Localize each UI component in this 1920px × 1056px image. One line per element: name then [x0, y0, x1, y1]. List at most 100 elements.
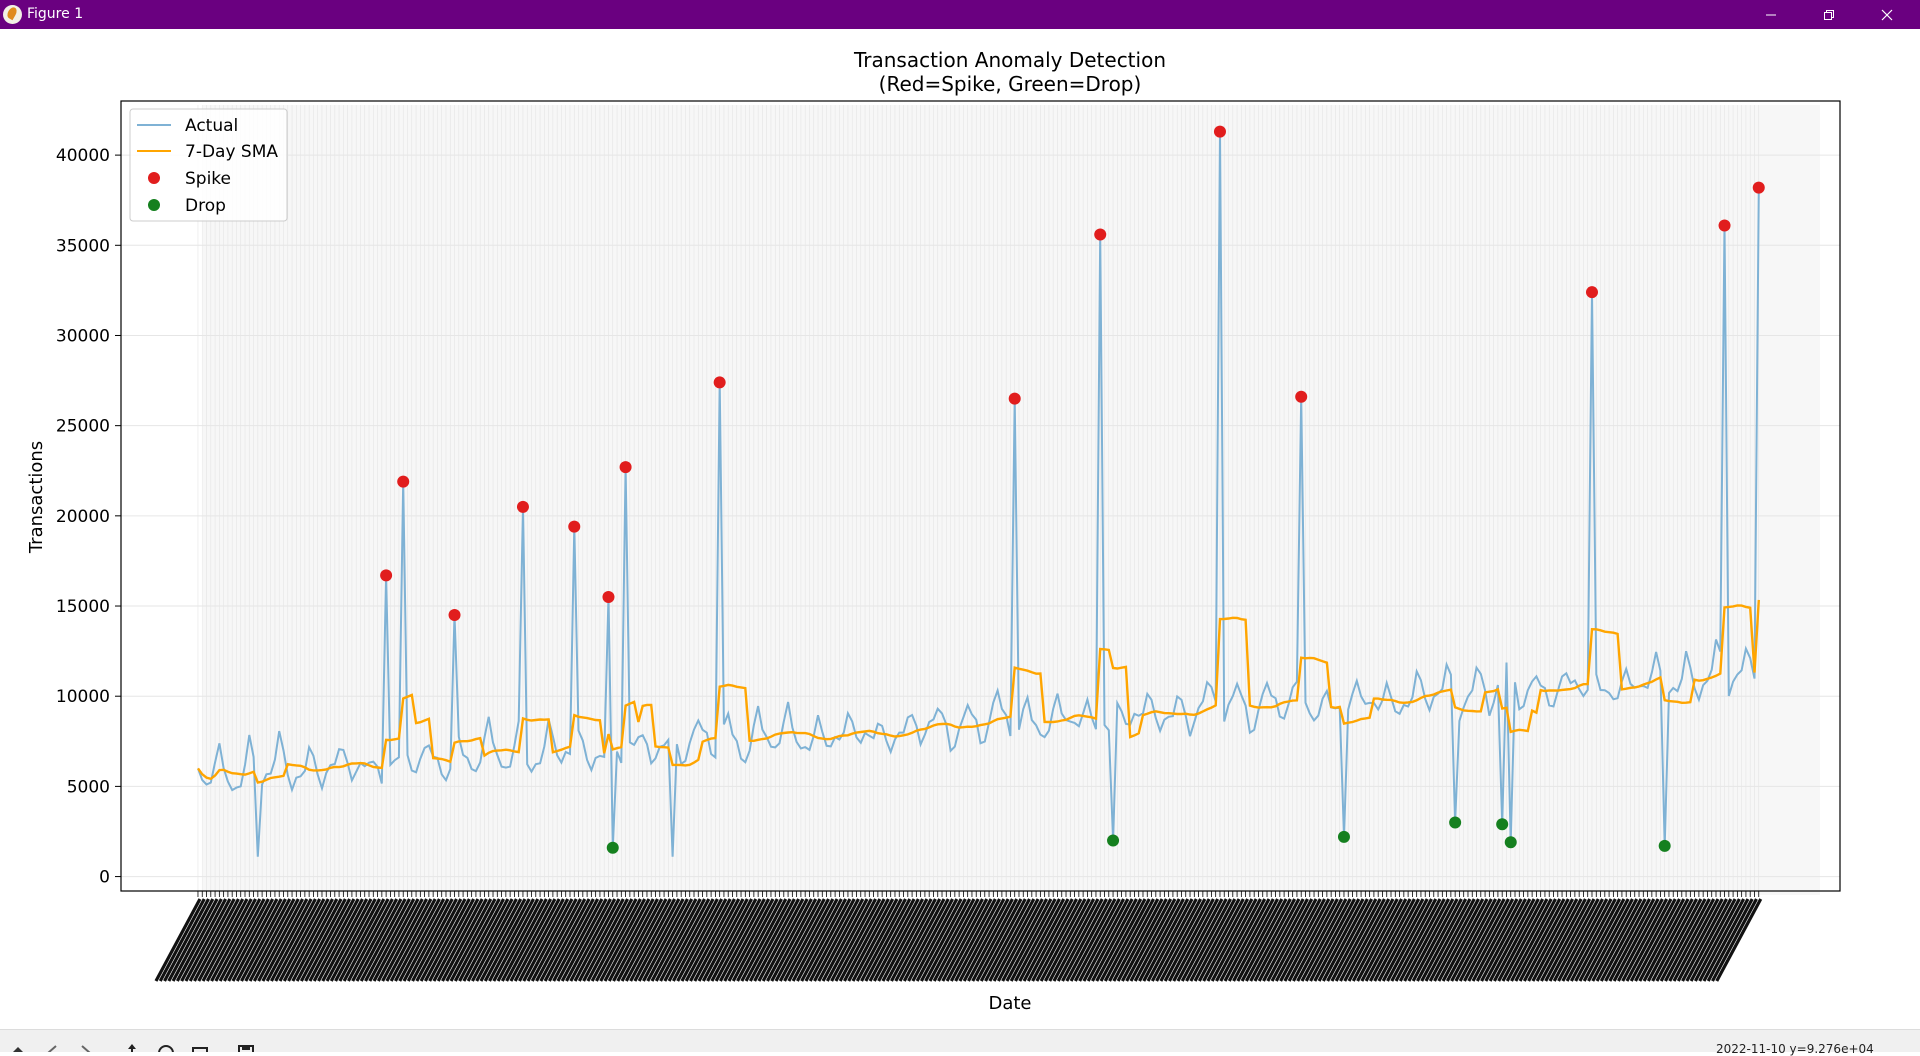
x-tick-label [1236, 898, 1284, 982]
x-tick-label [885, 898, 933, 982]
restore-button[interactable] [1800, 0, 1858, 29]
x-tick-label [171, 898, 219, 982]
x-tick-label [817, 898, 865, 982]
x-tick-label [1561, 898, 1609, 982]
x-tick-label [1616, 898, 1664, 982]
spike-point [380, 569, 393, 582]
x-tick-label [1309, 898, 1356, 982]
x-tick-label [1458, 898, 1506, 982]
x-tick-label [838, 898, 886, 982]
x-tick-label [1364, 898, 1412, 982]
actual-line-path [197, 131, 1760, 857]
legend-label-sma: 7-Day SMA [185, 142, 278, 162]
spike-point [448, 609, 461, 622]
x-tick-label [1591, 898, 1639, 982]
x-tick-label [1428, 898, 1476, 982]
y-tick-label: 25000 [56, 417, 110, 437]
x-tick-label [505, 898, 553, 982]
x-tick-label [1249, 898, 1297, 982]
x-tick-label [308, 898, 356, 982]
x-tick-label [535, 898, 582, 982]
x-tick-label [1262, 898, 1309, 982]
x-tick-label [351, 898, 399, 982]
x-tick-label [1129, 898, 1177, 982]
x-tick-label [1321, 898, 1369, 982]
x-tick-label [227, 898, 275, 982]
x-tick-label [714, 898, 762, 982]
x-tick-label [261, 898, 309, 982]
x-tick-label [180, 898, 228, 982]
chart-grid [121, 105, 1840, 891]
x-tick-label [359, 898, 407, 982]
x-tick-label [398, 898, 446, 982]
close-button[interactable] [1858, 0, 1916, 29]
x-tick-label [774, 898, 822, 982]
x-tick-label [1009, 898, 1057, 982]
x-tick-label [988, 898, 1036, 982]
x-tick-label [231, 898, 279, 982]
x-tick-label [808, 898, 856, 982]
x-tick-label [1347, 898, 1395, 982]
y-tick-label: 30000 [56, 326, 110, 346]
x-axis-label: Date [988, 993, 1031, 1014]
legend-swatch-spike [148, 172, 160, 184]
x-tick-label [218, 898, 266, 982]
pan-icon[interactable] [122, 1040, 142, 1052]
x-tick-label [1403, 898, 1451, 982]
x-tick-label [902, 898, 950, 982]
x-tick-label [1095, 898, 1143, 982]
x-tick-label [1672, 898, 1720, 982]
x-tick-label [321, 898, 369, 982]
x-tick-label [188, 898, 236, 982]
x-tick-label [770, 898, 818, 982]
x-tick-label [1471, 898, 1519, 982]
x-tick-label [483, 898, 531, 982]
save-icon[interactable] [236, 1040, 256, 1052]
x-tick-label [552, 898, 600, 982]
chart-subtitle: (Red=Spike, Green=Drop) [879, 72, 1142, 96]
x-tick-label [1296, 898, 1344, 982]
x-tick-label [1317, 898, 1365, 982]
x-tick-label [967, 898, 1014, 982]
x-tick-label [411, 898, 458, 982]
drop-point [1504, 836, 1517, 849]
forward-icon[interactable] [76, 1040, 96, 1052]
minimize-button[interactable] [1742, 0, 1800, 29]
x-tick-label [1356, 898, 1403, 982]
x-tick-label [406, 898, 454, 982]
y-tick-label: 40000 [56, 146, 110, 166]
x-tick-label [1086, 898, 1134, 982]
x-tick-label [1343, 898, 1391, 982]
x-tick-label [436, 898, 484, 982]
x-tick-label [1052, 898, 1100, 982]
actual-series [197, 131, 1760, 857]
home-icon[interactable] [8, 1040, 28, 1052]
back-icon[interactable] [42, 1040, 62, 1052]
x-tick-label [1001, 898, 1049, 982]
x-tick-label [1219, 898, 1267, 982]
configure-subplots-icon[interactable] [190, 1040, 210, 1052]
x-tick-label [659, 898, 706, 982]
x-tick-label [1026, 898, 1074, 982]
x-tick-label [1668, 898, 1716, 982]
x-tick-label [235, 898, 283, 982]
x-tick-label [744, 898, 792, 982]
x-tick-label [248, 898, 296, 982]
drop-point [1496, 818, 1509, 831]
x-tick-label [565, 898, 612, 982]
x-tick-label [1373, 898, 1421, 982]
x-tick-label [898, 898, 946, 982]
x-tick-label [1099, 898, 1147, 982]
x-tick-label [633, 898, 681, 982]
x-tick-label [1035, 898, 1083, 982]
x-tick-label [1091, 898, 1138, 982]
x-tick-label [710, 898, 758, 982]
x-tick-label [1283, 898, 1331, 982]
x-tick-label [603, 898, 651, 982]
x-tick-label [860, 898, 907, 982]
x-tick-label [577, 898, 625, 982]
x-tick-label [252, 898, 300, 982]
window-title: Figure 1 [27, 6, 84, 22]
x-tick-label [304, 898, 352, 982]
zoom-icon[interactable] [156, 1040, 176, 1052]
